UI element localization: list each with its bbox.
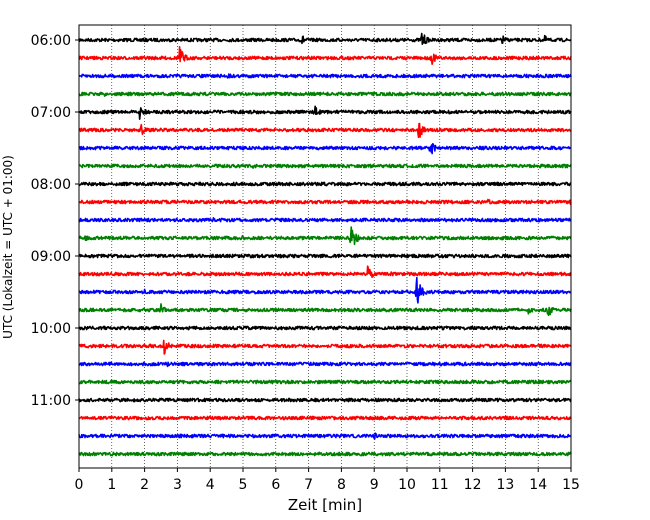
- x-tick-label-10: 10: [398, 477, 416, 493]
- trace-0830: [78, 217, 572, 223]
- grid-lines: [111, 25, 539, 468]
- trace-0800: [78, 181, 572, 187]
- trace-0600: [78, 32, 572, 45]
- trace-0815: [78, 198, 572, 206]
- trace-1000: [78, 325, 572, 331]
- trace-0715: [78, 122, 572, 139]
- y-axis-label: UTC (Lokalzeit = UTC + 01:00): [1, 155, 15, 339]
- trace-1115: [78, 415, 572, 421]
- y-axis: 06:00 07:00 08:00 09:00 10:00 11:00: [31, 33, 79, 409]
- x-tick-label-8: 8: [337, 477, 346, 493]
- y-tick-label-3: 09:00: [31, 249, 71, 265]
- x-tick-label-1: 1: [107, 477, 116, 493]
- trace-0900: [78, 253, 572, 259]
- y-tick-label-2: 08:00: [31, 177, 71, 193]
- trace-1045: [78, 379, 572, 385]
- trace-1130: [78, 432, 572, 440]
- trace-1015: [78, 339, 572, 355]
- x-axis-label: Zeit [min]: [288, 496, 362, 514]
- trace-0700: [78, 105, 572, 120]
- x-tick-label-4: 4: [206, 477, 215, 493]
- x-tick-label-9: 9: [370, 477, 379, 493]
- y-tick-label-5: 11:00: [31, 393, 71, 409]
- x-axis: 0 1 2 3 4 5 6 7 8 9 10 11 12 13 14 15: [75, 468, 580, 493]
- x-tick-label-7: 7: [304, 477, 313, 493]
- x-tick-label-6: 6: [271, 477, 280, 493]
- trace-group: [78, 32, 572, 457]
- x-tick-label-13: 13: [496, 477, 514, 493]
- x-tick-label-14: 14: [529, 477, 547, 493]
- trace-0645: [78, 91, 572, 97]
- trace-1100: [78, 397, 572, 403]
- y-tick-label-0: 06:00: [31, 33, 71, 49]
- trace-0945: [78, 303, 572, 317]
- x-tick-label-11: 11: [431, 477, 449, 493]
- trace-0630: [78, 73, 572, 79]
- x-tick-label-3: 3: [173, 477, 182, 493]
- trace-1145: [78, 451, 572, 457]
- trace-0845: [78, 226, 572, 246]
- trace-1030: [78, 361, 572, 368]
- y-tick-label-1: 07:00: [31, 105, 71, 121]
- plot-frame: [78, 24, 572, 469]
- x-tick-label-12: 12: [464, 477, 482, 493]
- x-tick-label-0: 0: [75, 477, 84, 493]
- y-tick-label-4: 10:00: [31, 321, 71, 337]
- x-tick-label-2: 2: [140, 477, 149, 493]
- trace-0745: [78, 163, 572, 169]
- trace-0615: [78, 46, 572, 66]
- trace-0930: [78, 276, 572, 304]
- trace-0730: [78, 142, 572, 155]
- x-tick-label-15: 15: [562, 477, 580, 493]
- trace-0915: [78, 265, 572, 279]
- x-tick-label-5: 5: [239, 477, 248, 493]
